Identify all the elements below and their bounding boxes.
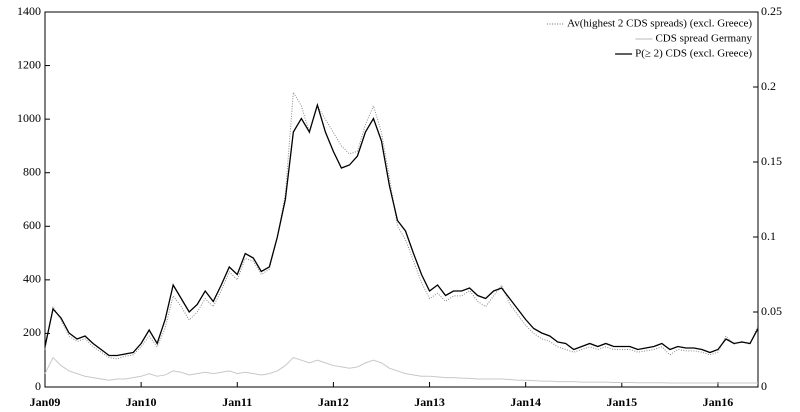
series-line	[44, 90, 759, 360]
y2-tick-label: 0.25	[761, 4, 782, 18]
legend-label: P(≥ 2) CDS (excl. Greece)	[635, 48, 752, 60]
legend-label: Av(highest 2 CDS spreads) (excl. Greece)	[567, 18, 752, 30]
y2-tick-label: 0	[761, 379, 767, 393]
y-tick-label: 600	[23, 218, 41, 232]
y2-tick-label: 0.1	[761, 229, 776, 243]
y-tick-label: 1000	[17, 111, 41, 125]
plot-frame	[44, 11, 759, 388]
legend-label: CDS spread Germany	[655, 33, 752, 45]
y2-tick-label: 0.05	[761, 304, 782, 318]
y2-tick-label: 0.2	[761, 79, 776, 93]
x-tick-label: Jan13	[414, 395, 445, 409]
y2-tick-label: 0.15	[761, 154, 782, 168]
y-tick-label: 400	[23, 272, 41, 286]
x-tick-label: Jan11	[222, 395, 252, 409]
series-line	[44, 102, 759, 357]
x-tick-label: Jan16	[703, 395, 734, 409]
x-tick-label: Jan15	[606, 395, 637, 409]
y-tick-label: 800	[23, 164, 41, 178]
x-tick-label: Jan09	[30, 395, 61, 409]
y-tick-label: 1200	[17, 57, 41, 71]
y-tick-label: 200	[23, 325, 41, 339]
x-tick-label: Jan10	[126, 395, 157, 409]
y-tick-label: 1400	[17, 4, 41, 18]
series-line	[44, 356, 758, 384]
y-tick-label: 0	[35, 379, 41, 393]
x-tick-label: Jan12	[318, 395, 349, 409]
x-tick-label: Jan14	[510, 395, 541, 409]
